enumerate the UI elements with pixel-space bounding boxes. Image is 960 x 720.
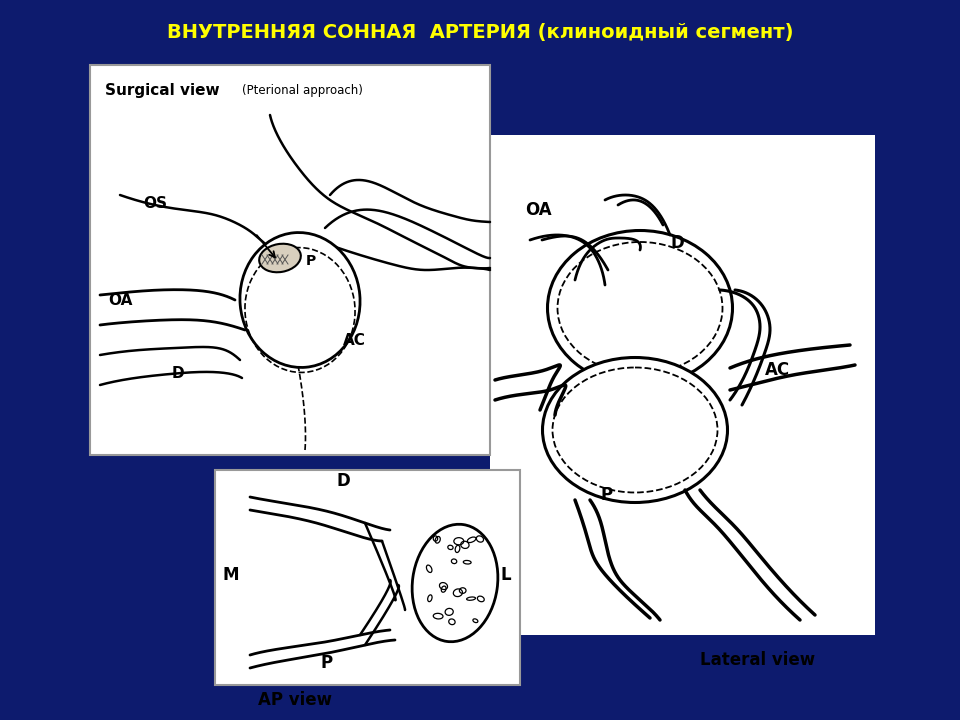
Text: AC: AC bbox=[343, 333, 366, 348]
Text: Lateral view: Lateral view bbox=[700, 651, 815, 669]
Text: P: P bbox=[320, 654, 332, 672]
Text: AC: AC bbox=[765, 361, 790, 379]
Bar bbox=[215, 470, 520, 685]
Bar bbox=[90, 65, 490, 455]
Bar bbox=[490, 135, 875, 635]
Ellipse shape bbox=[547, 230, 732, 385]
Ellipse shape bbox=[542, 358, 728, 503]
Text: OA: OA bbox=[108, 293, 132, 308]
Text: OS: OS bbox=[143, 196, 167, 211]
Ellipse shape bbox=[412, 524, 498, 642]
Text: (Pterional approach): (Pterional approach) bbox=[242, 84, 363, 96]
Text: ВНУТРЕННЯЯ СОННАЯ  АРТЕРИЯ (клиноидный сегмент): ВНУТРЕННЯЯ СОННАЯ АРТЕРИЯ (клиноидный се… bbox=[167, 22, 793, 42]
Text: D: D bbox=[172, 366, 184, 381]
Text: P: P bbox=[600, 486, 612, 504]
Text: D: D bbox=[670, 234, 684, 252]
Text: M: M bbox=[222, 566, 238, 584]
Text: P: P bbox=[306, 254, 316, 268]
Text: Surgical view: Surgical view bbox=[105, 83, 220, 97]
Text: L: L bbox=[500, 566, 511, 584]
Text: D: D bbox=[336, 472, 349, 490]
Ellipse shape bbox=[240, 233, 360, 367]
Text: AP view: AP view bbox=[258, 691, 332, 709]
Text: OA: OA bbox=[525, 201, 552, 219]
Ellipse shape bbox=[259, 244, 300, 272]
